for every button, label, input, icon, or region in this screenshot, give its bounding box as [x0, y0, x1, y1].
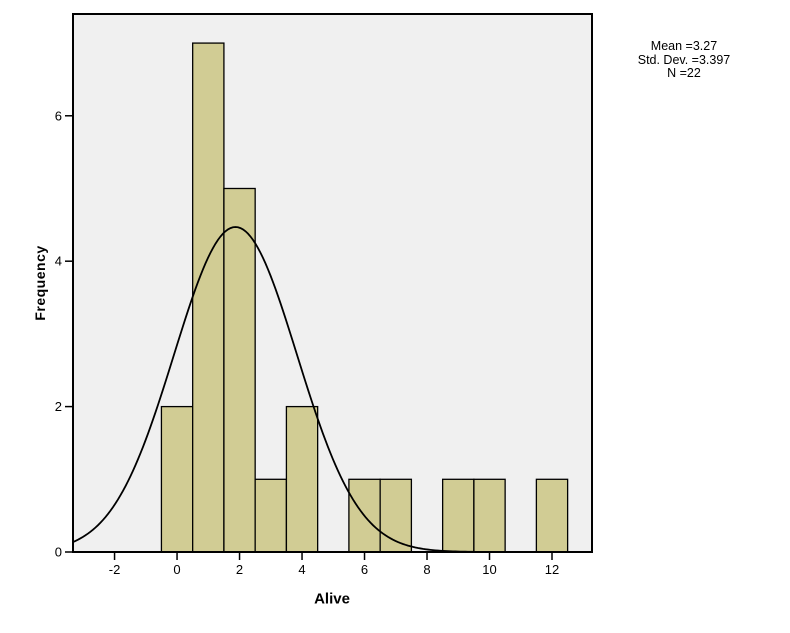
- histogram-bar-7: [379, 478, 413, 553]
- x-tick-label: -2: [109, 562, 121, 577]
- histogram-bar-2: [223, 187, 256, 553]
- histogram-bar-4: [285, 405, 319, 553]
- x-tick-label: 0: [173, 562, 180, 577]
- histogram-bar-3: [254, 478, 288, 553]
- stats-annotation: Mean =3.27 Std. Dev. =3.397 N =22: [637, 39, 731, 81]
- x-tick-label: 12: [545, 562, 559, 577]
- y-tick-label: 6: [55, 108, 62, 123]
- x-tick-label: 10: [482, 562, 496, 577]
- x-tick-label: 6: [361, 562, 368, 577]
- histogram-bar-0: [160, 405, 194, 553]
- stat-n: N =22: [667, 66, 701, 80]
- plot-frame: [72, 13, 593, 553]
- histogram-bar-10: [473, 478, 506, 553]
- y-tick-label: 0: [55, 545, 62, 560]
- histogram-bar-12: [535, 478, 569, 553]
- y-tick-label: 4: [55, 254, 62, 269]
- histogram-bar-1: [192, 42, 225, 553]
- histogram-bar-9: [441, 478, 475, 553]
- stat-mean: Mean =3.27: [650, 39, 718, 53]
- stat-std-dev: Std. Dev. =3.397: [637, 52, 731, 67]
- x-tick-label: 4: [298, 562, 305, 577]
- x-tick-label: 2: [236, 562, 243, 577]
- x-tick-label: 8: [423, 562, 430, 577]
- x-axis-title: Alive: [314, 590, 350, 608]
- plot-area: [73, 14, 592, 552]
- y-tick-label: 2: [55, 399, 62, 414]
- y-axis-title: Frequency: [32, 245, 48, 321]
